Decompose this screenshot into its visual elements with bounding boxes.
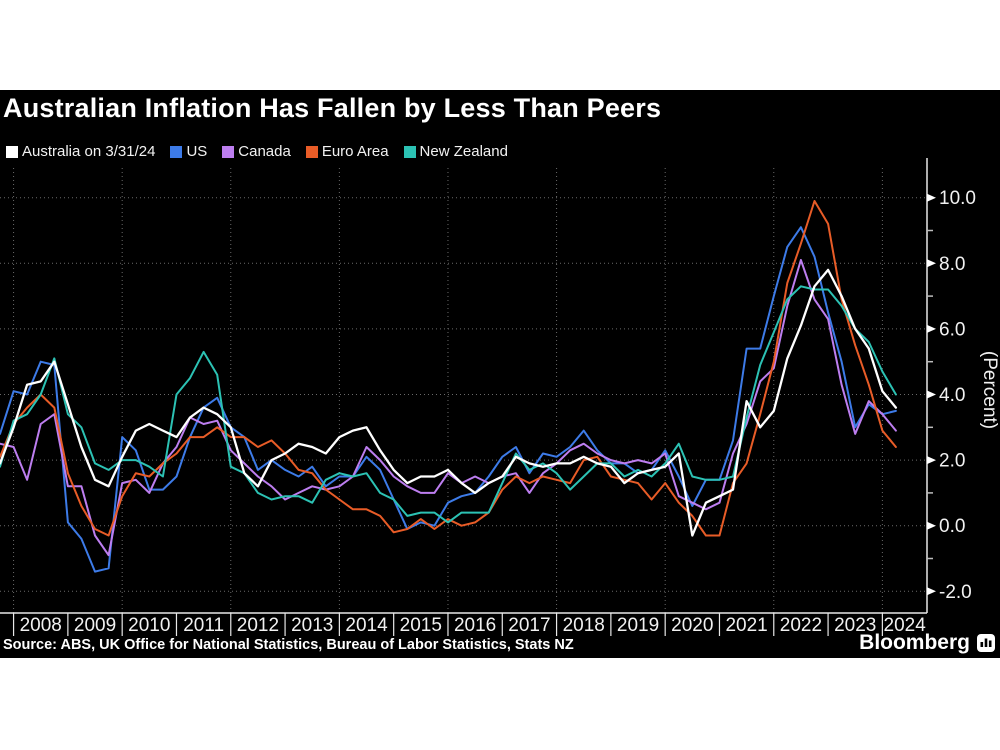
x-axis-year-label: 2010 (128, 615, 170, 636)
y-axis-tick-label: 10.0 (939, 188, 976, 209)
legend-item-canada: Canada (222, 143, 291, 160)
x-axis-year-label: 2014 (345, 615, 388, 636)
y-axis-tick-label: -2.0 (939, 582, 972, 603)
y-axis-major-tick (927, 521, 936, 530)
legend-item-australia-on-3-31-24: Australia on 3/31/24 (6, 143, 155, 160)
x-axis-year-label: 2024 (884, 615, 927, 636)
y-axis-major-tick (927, 587, 936, 596)
legend-swatch (403, 145, 416, 158)
legend-swatch (305, 145, 318, 158)
x-axis-year-label: 2017 (508, 615, 550, 636)
x-axis-year-label: 2019 (617, 615, 659, 636)
x-axis-year-label: 2018 (563, 615, 605, 636)
bloomberg-brand: Bloomberg (859, 631, 995, 655)
legend-swatch (170, 145, 183, 158)
x-axis-year-label: 2021 (725, 615, 767, 636)
series-line-australia-on-3-31-24 (0, 268, 898, 537)
legend-item-new-zealand: New Zealand (403, 143, 508, 160)
legend-item-us: US (170, 143, 207, 160)
chart-plot: 10.0 8.0 6.0 4.0 2.0 0.0 -2.0 (Percent) 2008 2009… (0, 158, 1000, 636)
source-note: Source: ABS, UK Office for National Stat… (3, 637, 574, 653)
series-line-new-zealand (0, 285, 897, 524)
legend-label: Canada (238, 143, 291, 160)
legend-label: Australia on 3/31/24 (22, 143, 156, 160)
chart-title: Australian Inflation Has Fallen by Less … (3, 93, 662, 123)
legend-label: New Zealand (419, 143, 508, 160)
series-line-us (0, 226, 897, 573)
y-axis-major-tick (927, 456, 936, 465)
x-axis-year-label: 2016 (454, 615, 496, 636)
y-axis-tick-label: 2.0 (939, 451, 965, 472)
legend-swatch (222, 145, 235, 158)
y-axis-tick-label: 0.0 (939, 516, 965, 537)
y-axis-title: (Percent) (979, 351, 1000, 429)
x-axis-year-label: 2023 (834, 615, 876, 636)
series-line-canada (0, 259, 897, 557)
y-axis-tick-label: 4.0 (939, 385, 965, 406)
x-axis-year-label: 2011 (183, 615, 224, 636)
legend: Australia on 3/31/24 US Canada Euro Area New… (6, 143, 508, 160)
y-axis-tick-label: 6.0 (939, 319, 965, 340)
y-axis-tick-label: 8.0 (939, 254, 965, 275)
x-axis-year-label: 2022 (780, 615, 822, 636)
x-axis-year-label: 2008 (20, 615, 62, 636)
chart-panel: 10.0 8.0 6.0 4.0 2.0 0.0 -2.0 (Percent) 2008 2009… (0, 90, 1000, 658)
legend-label: US (186, 143, 208, 160)
y-axis-major-tick (927, 324, 936, 333)
y-axis-major-tick (927, 390, 936, 399)
y-axis-major-tick (927, 259, 936, 268)
x-axis-year-label: 2020 (671, 615, 713, 636)
legend-item-euro-area: Euro Area (305, 143, 389, 160)
legend-swatch (6, 145, 18, 158)
x-axis-year-label: 2013 (291, 615, 333, 636)
y-axis-major-tick (927, 193, 936, 202)
series-line-euro-area (0, 200, 897, 537)
bloomberg-chart-icon (977, 634, 995, 652)
bloomberg-wordmark: Bloomberg (859, 631, 970, 654)
x-axis-year-label: 2015 (400, 615, 442, 636)
legend-label: Euro Area (321, 143, 389, 160)
x-axis-year-label: 2009 (74, 615, 116, 636)
x-axis-year-label: 2012 (237, 615, 279, 636)
